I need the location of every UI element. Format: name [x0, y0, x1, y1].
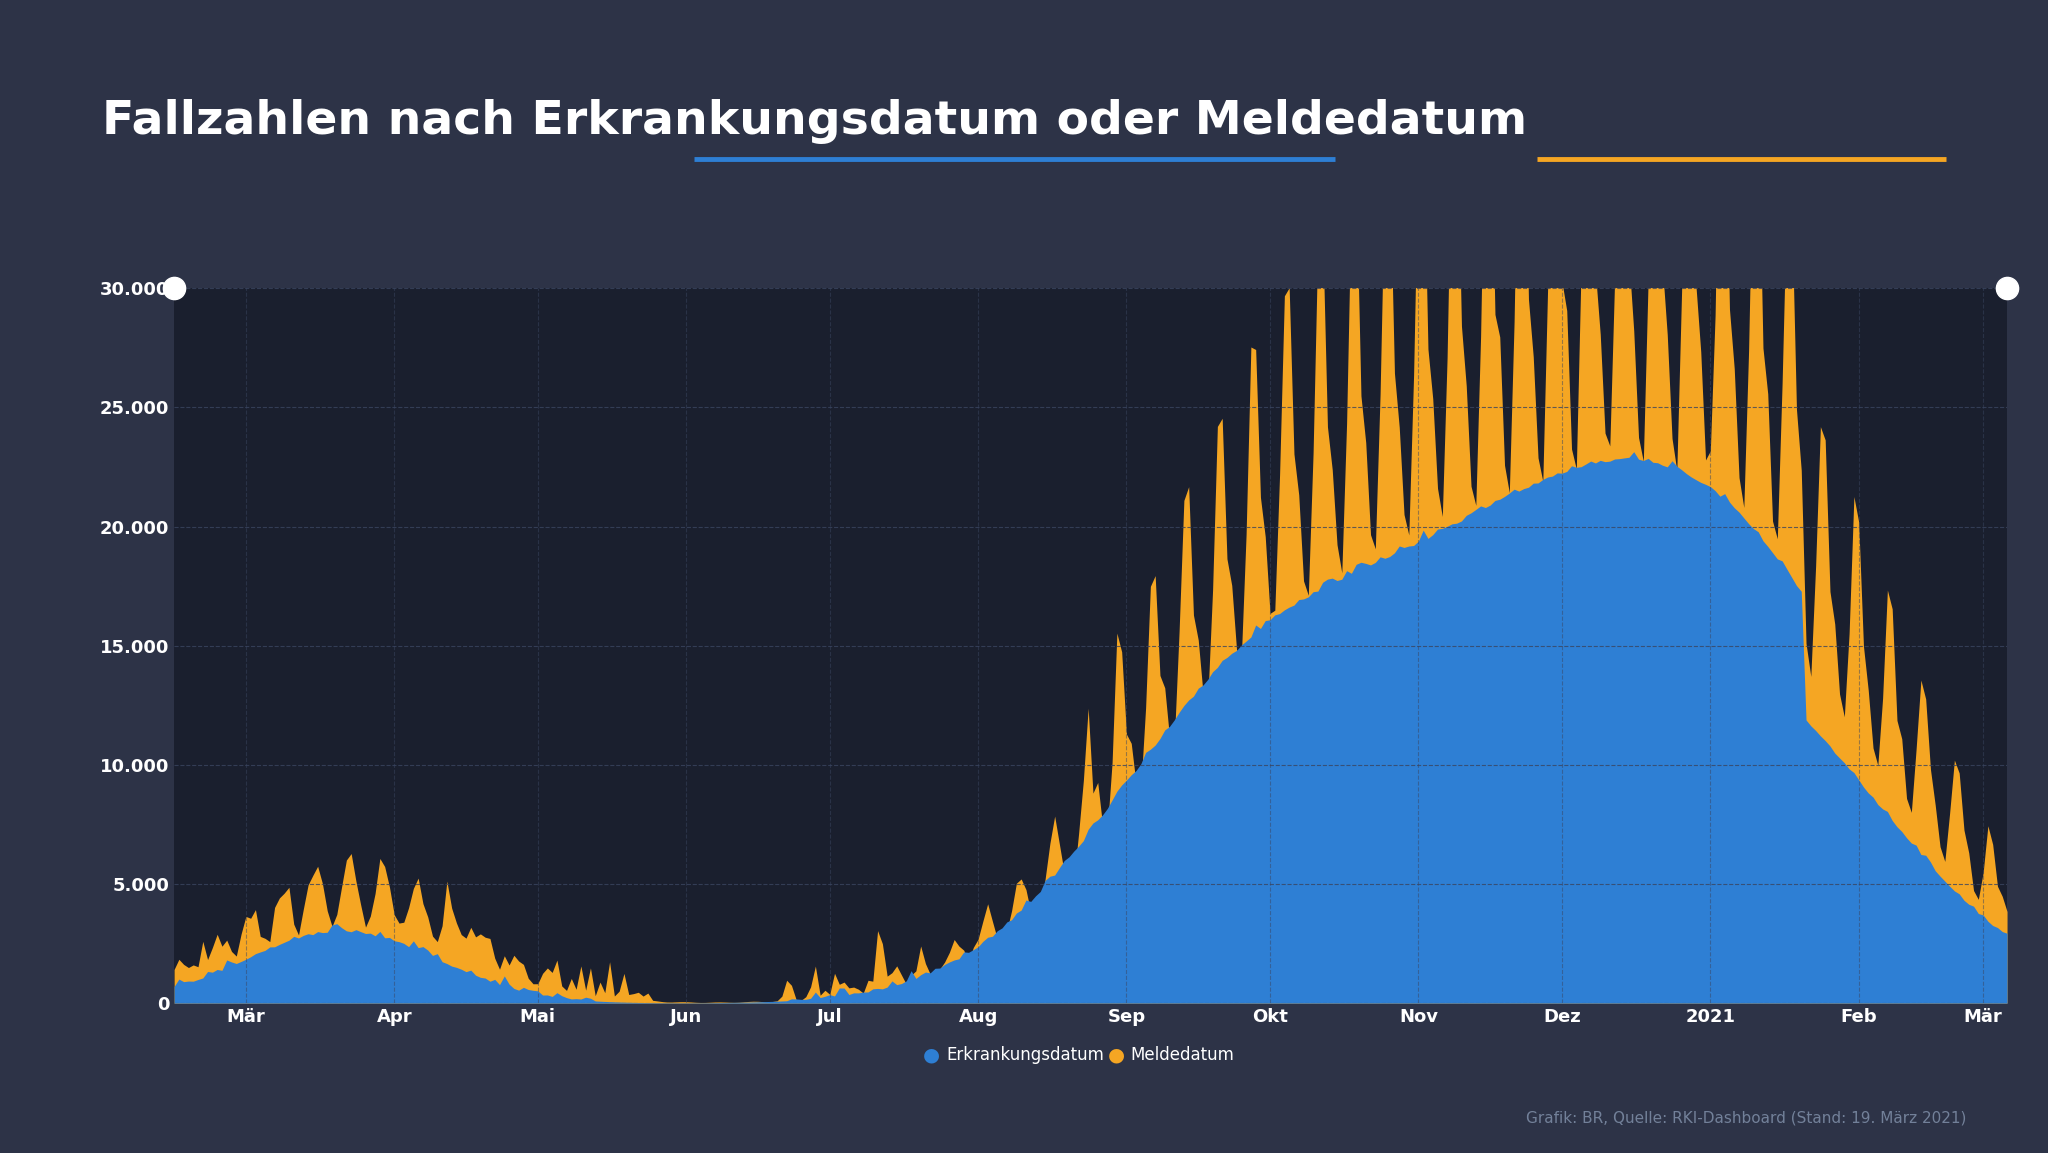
Text: Grafik: BR, Quelle: RKI-Dashboard (Stand: 19. März 2021): Grafik: BR, Quelle: RKI-Dashboard (Stand…	[1526, 1110, 1966, 1126]
Text: Erkrankungsdatum: Erkrankungsdatum	[946, 1046, 1104, 1064]
Text: ●: ●	[924, 1046, 940, 1064]
Text: ●: ●	[1108, 1046, 1124, 1064]
Text: Fallzahlen nach Erkrankungsdatum oder Meldedatum: Fallzahlen nach Erkrankungsdatum oder Me…	[102, 98, 1528, 144]
Text: Meldedatum: Meldedatum	[1130, 1046, 1235, 1064]
